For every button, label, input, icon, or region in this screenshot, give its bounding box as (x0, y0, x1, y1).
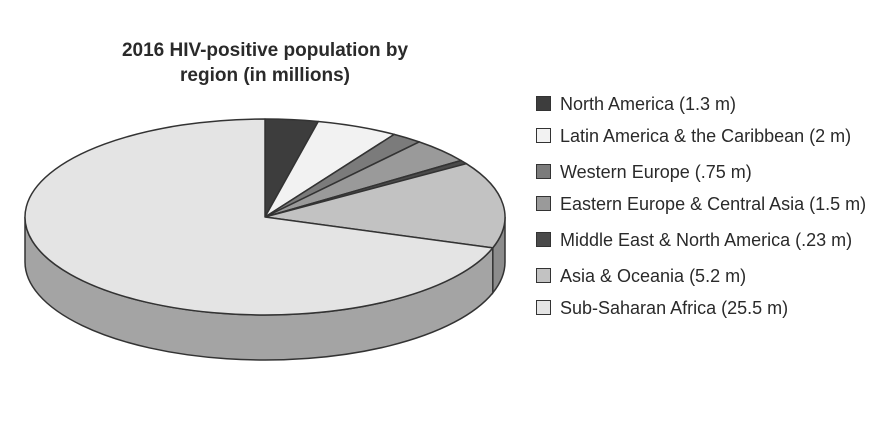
legend-item: Western Europe (.75 m) (536, 160, 886, 185)
legend-swatch (536, 128, 551, 143)
legend-swatch (536, 268, 551, 283)
legend-swatch (536, 232, 551, 247)
legend-label: Asia & Oceania (5.2 m) (560, 266, 747, 286)
pie-slice-6 (24, 118, 494, 316)
legend-swatch (536, 96, 551, 111)
legend-swatch (536, 196, 551, 211)
legend-label: Middle East & North America (.23 m) (560, 230, 853, 250)
legend-item: Asia & Oceania (5.2 m) (536, 264, 886, 289)
legend-label: North America (1.3 m) (560, 94, 737, 114)
legend-swatch (536, 300, 551, 315)
legend-item: Latin America & the Caribbean (2 m) (536, 124, 886, 149)
legend-item: Middle East & North America (.23 m) (536, 228, 886, 253)
chart-title: 2016 HIV-positive population by region (… (70, 38, 460, 88)
chart-legend: North America (1.3 m) Latin America & the… (536, 92, 886, 328)
legend-item: Sub-Saharan Africa (25.5 m) (536, 296, 886, 321)
legend-label: Eastern Europe & Central Asia (1.5 m) (560, 194, 867, 214)
chart-title-line-1: 2016 HIV-positive population by (121, 40, 409, 61)
pie-chart (24, 118, 506, 361)
legend-label: Sub-Saharan Africa (25.5 m) (560, 298, 789, 318)
legend-item: North America (1.3 m) (536, 92, 886, 117)
legend-label: Western Europe (.75 m) (560, 162, 752, 182)
chart-title-line-2: region (in millions) (180, 65, 350, 86)
legend-swatch (536, 164, 551, 179)
legend-item: Eastern Europe & Central Asia (1.5 m) (536, 192, 886, 217)
pie-slice-5 (264, 162, 506, 249)
legend-label: Latin America & the Caribbean (2 m) (560, 126, 852, 146)
